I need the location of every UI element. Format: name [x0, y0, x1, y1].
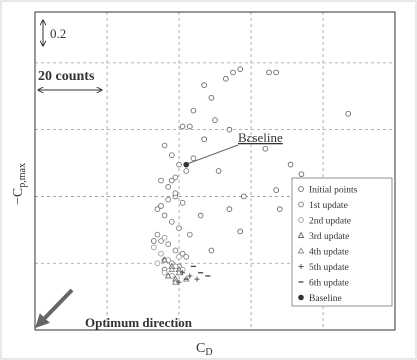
point	[161, 142, 168, 149]
point	[248, 136, 254, 143]
point	[168, 219, 175, 225]
point	[190, 155, 197, 162]
point	[154, 260, 161, 267]
point	[161, 234, 168, 241]
legend-label: 6th update	[309, 279, 349, 289]
scale-y-label: 0.2	[50, 26, 66, 41]
point	[158, 177, 164, 184]
scale-x-label: 20 counts	[38, 69, 95, 84]
legend-label: Baseline	[309, 294, 342, 304]
point	[197, 212, 204, 219]
point	[186, 123, 193, 130]
legend-marker	[298, 264, 304, 269]
point	[176, 279, 182, 285]
point	[212, 117, 218, 123]
point	[183, 168, 190, 174]
legend-box	[291, 177, 393, 307]
point	[237, 228, 244, 235]
point	[194, 276, 200, 282]
x-axis-label-main: C	[196, 341, 205, 356]
point	[208, 247, 215, 254]
point	[150, 238, 157, 244]
legend-marker	[297, 247, 305, 254]
point	[215, 168, 222, 174]
point	[158, 250, 164, 257]
point	[161, 256, 168, 263]
point	[237, 66, 244, 73]
point	[158, 238, 164, 244]
points	[150, 66, 352, 285]
point	[168, 152, 175, 158]
legend-marker	[297, 231, 305, 238]
point	[180, 270, 186, 276]
point	[165, 196, 172, 203]
point	[276, 206, 283, 213]
point	[186, 231, 193, 238]
point	[172, 174, 179, 181]
point	[176, 254, 182, 260]
point	[230, 69, 236, 76]
point	[226, 206, 233, 213]
point	[176, 161, 182, 168]
y-axis-label: −Cp,max	[11, 163, 28, 205]
point	[183, 254, 190, 260]
point	[168, 265, 176, 273]
legend-marker	[298, 217, 304, 223]
point	[240, 193, 247, 200]
point	[176, 225, 182, 232]
legend-marker	[298, 201, 304, 208]
point	[158, 203, 164, 209]
point	[287, 161, 294, 168]
point	[161, 212, 168, 219]
point	[273, 69, 280, 76]
point	[164, 272, 172, 279]
point	[226, 126, 233, 133]
point	[208, 95, 215, 101]
point	[154, 231, 161, 238]
x-axis-label-sub: D	[205, 347, 212, 358]
legend-label: 2nd update	[309, 217, 351, 227]
legend-label: Initial points	[309, 186, 358, 196]
point	[150, 244, 157, 251]
point	[190, 107, 197, 114]
point	[298, 171, 305, 178]
point	[187, 273, 193, 279]
point	[262, 145, 269, 152]
point	[179, 123, 186, 130]
y-axis-label-sub: p,max	[17, 163, 28, 188]
baseline-label: Baseline	[238, 130, 283, 145]
point	[345, 110, 352, 117]
point	[201, 82, 208, 88]
legend-label: 5th update	[309, 263, 349, 273]
point	[154, 206, 161, 213]
legend-label: 1st update	[309, 201, 348, 211]
point	[161, 269, 168, 276]
point	[172, 247, 179, 254]
legend-marker	[298, 294, 304, 301]
point	[179, 250, 186, 257]
x-axis-label: CD	[196, 341, 213, 358]
point	[168, 177, 175, 184]
point	[183, 161, 189, 168]
point	[273, 187, 280, 193]
legend-label: 4th update	[309, 248, 349, 258]
direction-arrow	[35, 288, 74, 329]
point	[222, 75, 229, 82]
y-axis-label-main: −C	[11, 188, 26, 205]
plot-area	[34, 11, 396, 331]
point	[165, 184, 172, 190]
direction-label: Optimum direction	[85, 315, 193, 330]
point	[179, 199, 186, 206]
legend-label: 3rd update	[309, 232, 349, 242]
point	[266, 69, 272, 76]
point	[201, 136, 208, 143]
legend-marker	[298, 186, 304, 192]
legend: Initial points 1st update 2nd update 3rd up…	[297, 186, 358, 304]
point	[165, 241, 172, 247]
baseline-leader	[186, 144, 239, 165]
point	[172, 190, 179, 197]
